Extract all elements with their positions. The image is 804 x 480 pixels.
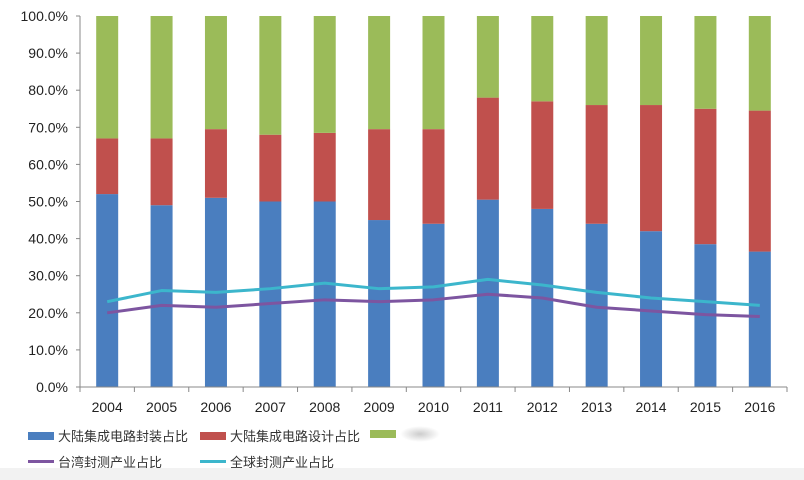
- x-tick-label: 2010: [418, 399, 449, 415]
- y-tick-label: 20.0%: [28, 305, 68, 321]
- legend: 大陆集成电路封装占比 大陆集成电路设计占比 台湾封测产业占比 全球封测产业占比: [0, 420, 804, 480]
- legend-swatch-red: [200, 431, 226, 440]
- bar-segment-2009-s1: [368, 129, 391, 221]
- legend-label: 台湾封测产业占比: [58, 456, 163, 471]
- legend-label: 大陆集成电路设计占比: [230, 430, 361, 445]
- bar-segment-2016-s0: [748, 251, 771, 387]
- bar-segment-2004-s2: [96, 16, 119, 139]
- bar-segment-2010-s0: [422, 223, 445, 387]
- x-tick-label: 2007: [255, 399, 286, 415]
- legend-item-global: 全球封测产业占比: [200, 452, 334, 471]
- line-series-3: [106, 292, 760, 319]
- legend-label: 大陆集成电路封装占比: [58, 430, 189, 445]
- y-tick-label: 80.0%: [28, 82, 68, 98]
- bar-segment-2008-s2: [313, 16, 336, 133]
- bar-segment-2014-s2: [640, 16, 663, 106]
- legend-label-blurred: [400, 426, 440, 442]
- y-tick-label: 0.0%: [36, 379, 68, 395]
- bar-segment-2015-s2: [694, 16, 717, 109]
- line-series-4: [106, 277, 760, 307]
- bar-segment-2014-s1: [640, 105, 663, 232]
- x-tick-label: 2016: [744, 399, 775, 415]
- bar-segment-2009-s0: [368, 220, 391, 387]
- bar-segment-2007-s2: [259, 16, 282, 135]
- y-tick-label: 10.0%: [28, 342, 68, 358]
- bar-segment-2005-s0: [150, 205, 173, 387]
- bar-segment-2012-s2: [531, 16, 554, 102]
- legend-item-packaging: 大陆集成电路封装占比: [28, 426, 188, 445]
- bottom-strip: [0, 468, 804, 480]
- x-tick-label: 2013: [581, 399, 612, 415]
- legend-item-green: [370, 426, 440, 442]
- bar-segment-2004-s1: [96, 138, 119, 195]
- y-tick-label: 40.0%: [28, 231, 68, 247]
- x-tick-label: 2004: [92, 399, 123, 415]
- bar-segment-2013-s2: [585, 16, 608, 106]
- bar-segment-2013-s1: [585, 105, 608, 224]
- x-tick-label: 2005: [146, 399, 177, 415]
- lines-layer: [106, 277, 760, 319]
- legend-swatch-blue: [28, 431, 54, 440]
- bar-segment-2008-s1: [313, 132, 336, 202]
- bar-segment-2016-s2: [748, 16, 771, 111]
- bar-segment-2009-s2: [368, 16, 391, 130]
- x-tick-label: 2008: [309, 399, 340, 415]
- stacked-bar-chart: 0.0% 10.0% 20.0% 30.0% 40.0% 50.0% 60.0% 70.0% 8…: [21, 8, 788, 415]
- bar-segment-2006-s2: [204, 16, 227, 130]
- y-tick-label: 30.0%: [28, 268, 68, 284]
- bar-segment-2015-s1: [694, 108, 717, 245]
- y-tick-label: 100.0%: [21, 8, 68, 24]
- bar-segment-2011-s1: [476, 97, 499, 200]
- x-tick-label: 2014: [635, 399, 666, 415]
- y-tick-label: 50.0%: [28, 194, 68, 210]
- bars-layer: [96, 16, 771, 387]
- bar-segment-2005-s2: [150, 16, 173, 139]
- bar-segment-2005-s1: [150, 138, 173, 206]
- y-tick-label: 60.0%: [28, 156, 68, 172]
- bar-segment-2013-s0: [585, 223, 608, 387]
- bar-segment-2008-s0: [313, 201, 336, 387]
- bar-segment-2011-s2: [476, 16, 499, 98]
- legend-label: 全球封测产业占比: [230, 456, 335, 471]
- bar-segment-2004-s0: [96, 194, 119, 387]
- bar-segment-2007-s1: [259, 134, 282, 202]
- bar-segment-2007-s0: [259, 201, 282, 387]
- legend-line-purple: [28, 460, 54, 463]
- y-tick-label: 90.0%: [28, 45, 68, 61]
- x-tick-label: 2011: [473, 399, 503, 415]
- legend-item-design: 大陆集成电路设计占比: [200, 426, 360, 445]
- legend-item-taiwan: 台湾封测产业占比: [28, 452, 162, 471]
- legend-line-cyan: [200, 460, 226, 463]
- x-tick-label: 2015: [690, 399, 721, 415]
- x-tick-label: 2009: [364, 399, 395, 415]
- bar-segment-2014-s0: [640, 231, 663, 387]
- bar-segment-2006-s1: [204, 129, 227, 198]
- x-tick-label: 2012: [527, 399, 558, 415]
- legend-swatch-green: [370, 430, 396, 438]
- x-tick-label: 2006: [200, 399, 231, 415]
- bar-segment-2010-s2: [422, 16, 445, 130]
- y-tick-label: 70.0%: [28, 119, 68, 135]
- bar-segment-2010-s1: [422, 129, 445, 224]
- axes-layer: 0.0% 10.0% 20.0% 30.0% 40.0% 50.0% 60.0% 70.0% 8…: [21, 8, 788, 415]
- bar-segment-2012-s1: [531, 101, 554, 209]
- bar-segment-2016-s1: [748, 110, 771, 252]
